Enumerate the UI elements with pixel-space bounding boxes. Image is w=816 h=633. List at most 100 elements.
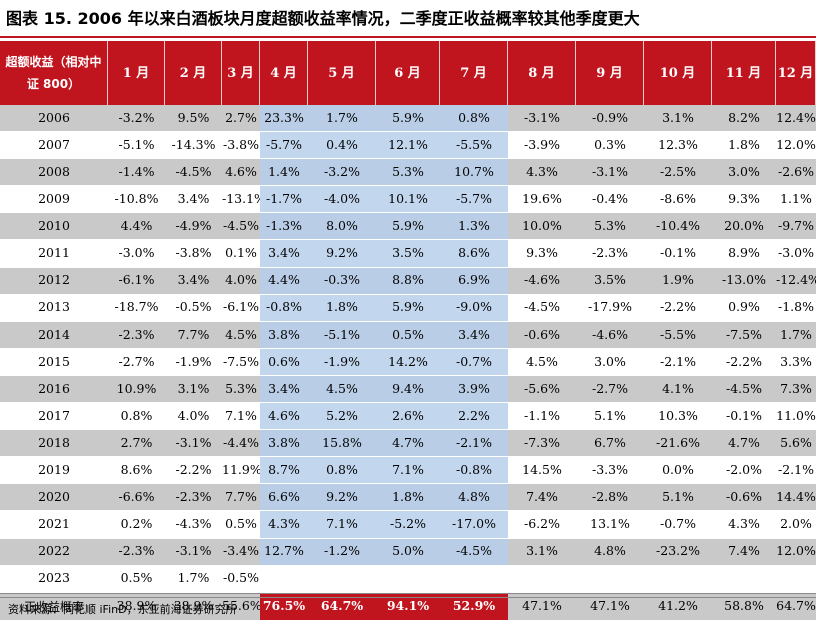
table-row: 2008 -1.4% -4.5% 4.6% 1.4% -3.2% 5.3% 10.7% 4.3%… xyxy=(0,159,816,187)
value-cell: -12.4% xyxy=(776,267,816,295)
value-cell: 2.7% xyxy=(222,105,260,133)
value-cell: -7.5% xyxy=(222,349,260,376)
value-cell: -0.8% xyxy=(440,457,508,485)
year-cell: 2008 xyxy=(0,159,108,187)
value-cell: 0.9% xyxy=(712,295,776,322)
value-cell: 7.4% xyxy=(508,484,576,512)
value-cell: -3.8% xyxy=(222,132,260,160)
value-cell: -2.3% xyxy=(108,538,165,566)
value-cell: 3.1% xyxy=(644,105,712,133)
value-cell: -4.3% xyxy=(165,511,222,539)
corner-header: 超额收益（相对中证 800） xyxy=(0,41,108,105)
value-cell: 3.4% xyxy=(165,186,222,214)
value-cell: -2.2% xyxy=(644,295,712,322)
value-cell: -4.5% xyxy=(508,295,576,322)
year-cell: 2006 xyxy=(0,105,108,133)
value-cell: -0.5% xyxy=(165,295,222,322)
value-cell: -21.6% xyxy=(644,430,712,458)
source-note: 资料来源：同花顺 iFinD，东亚前海证券研究所 xyxy=(8,603,237,616)
value-cell: 4.5% xyxy=(222,321,260,349)
value-cell: -14.3% xyxy=(165,132,222,160)
value-cell: 7.3% xyxy=(776,375,816,404)
value-cell: 0.5% xyxy=(376,321,440,349)
value-cell: 5.1% xyxy=(644,484,712,512)
value-cell: 4.7% xyxy=(712,430,776,458)
value-cell: 8.8% xyxy=(376,267,440,295)
value-cell: -3.1% xyxy=(576,159,644,187)
value-cell: -2.3% xyxy=(165,484,222,512)
value-cell: 12.7% xyxy=(260,538,308,566)
value-cell: 10.0% xyxy=(508,213,576,241)
value-cell: -5.5% xyxy=(440,132,508,160)
value-cell: 4.3% xyxy=(508,159,576,187)
value-cell: 5.9% xyxy=(376,294,440,322)
value-cell: 9.5% xyxy=(165,105,222,133)
table-row: 2019 8.6% -2.2% 11.9% 8.7% 0.8% 7.1% -0.8% 14.5%… xyxy=(0,457,816,485)
value-cell: -1.4% xyxy=(108,159,165,187)
value-cell: -2.7% xyxy=(108,349,165,376)
value-cell: 14.2% xyxy=(376,348,440,376)
year-cell: 2007 xyxy=(0,132,108,160)
value-cell xyxy=(440,565,508,593)
value-cell: -3.2% xyxy=(308,159,376,187)
value-cell: -1.9% xyxy=(308,348,376,376)
value-cell: 12.0% xyxy=(776,132,816,160)
value-cell: 0.3% xyxy=(576,132,644,160)
value-cell: -5.1% xyxy=(108,132,165,160)
value-cell: -4.6% xyxy=(576,321,644,349)
value-cell: -3.3% xyxy=(576,457,644,485)
value-cell: 14.4% xyxy=(776,484,816,512)
value-cell xyxy=(376,565,440,593)
value-cell: -5.7% xyxy=(260,132,308,160)
year-cell: 2019 xyxy=(0,457,108,485)
year-cell: 2021 xyxy=(0,511,108,539)
value-cell: -17.0% xyxy=(440,511,508,539)
year-cell: 2015 xyxy=(0,349,108,376)
value-cell: 7.1% xyxy=(376,457,440,485)
year-cell: 2009 xyxy=(0,186,108,214)
value-cell: -3.1% xyxy=(165,430,222,458)
value-cell: 12.3% xyxy=(644,132,712,160)
value-cell: -0.6% xyxy=(508,321,576,349)
value-cell: -2.1% xyxy=(440,430,508,458)
value-cell: -4.4% xyxy=(222,430,260,458)
month-header: 4 月 xyxy=(260,41,308,105)
value-cell: -0.1% xyxy=(644,240,712,268)
value-cell: -2.3% xyxy=(576,240,644,268)
value-cell: 3.3% xyxy=(776,349,816,376)
value-cell: 3.0% xyxy=(712,159,776,187)
value-cell: -17.9% xyxy=(576,295,644,322)
title-divider xyxy=(0,36,816,38)
value-cell: 4.3% xyxy=(260,511,308,539)
value-cell: 4.8% xyxy=(440,484,508,512)
value-cell: 5.3% xyxy=(376,159,440,187)
value-cell: 1.7% xyxy=(776,321,816,349)
month-header: 7 月 xyxy=(440,41,508,105)
table-row: 2022 -2.3% -3.1% -3.4% 12.7% -1.2% 5.0% -4.5% 3.… xyxy=(0,538,816,566)
value-cell: -0.6% xyxy=(712,484,776,512)
value-cell: -0.7% xyxy=(440,348,508,376)
value-cell: 12.1% xyxy=(376,132,440,160)
table-row: 2006 -3.2% 9.5% 2.7% 23.3% 1.7% 5.9% 0.8% -3.1% -… xyxy=(0,105,816,133)
value-cell: 2.2% xyxy=(440,403,508,431)
value-cell: 12.0% xyxy=(776,538,816,566)
value-cell: 0.5% xyxy=(222,511,260,539)
value-cell: 1.1% xyxy=(776,186,816,214)
value-cell: -3.0% xyxy=(776,240,816,268)
value-cell: 6.7% xyxy=(576,430,644,458)
value-cell xyxy=(508,565,576,593)
value-cell: -0.8% xyxy=(260,294,308,322)
value-cell: 4.7% xyxy=(376,430,440,458)
value-cell: 8.0% xyxy=(308,213,376,241)
value-cell: 3.8% xyxy=(260,430,308,458)
year-cell: 2017 xyxy=(0,403,108,431)
value-cell: -4.5% xyxy=(222,213,260,241)
table-row: 2023 0.5% 1.7% -0.5% xyxy=(0,565,816,593)
figure-title: 图表 15. 2006 年以来白酒板块月度超额收益率情况，二季度正收益概率较其他… xyxy=(6,9,640,28)
value-cell: -2.0% xyxy=(712,457,776,485)
value-cell xyxy=(776,565,816,593)
year-cell: 2013 xyxy=(0,295,108,322)
value-cell: -0.4% xyxy=(576,186,644,214)
month-header: 8 月 xyxy=(508,41,576,105)
value-cell: 4.0% xyxy=(222,267,260,295)
